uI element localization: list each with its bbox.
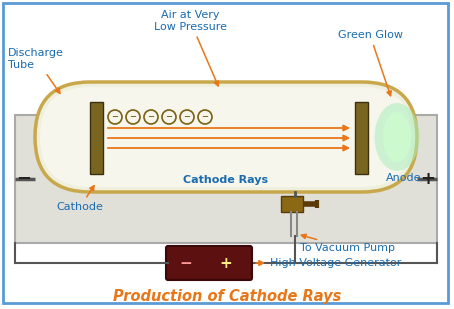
Text: −: − [180,256,192,270]
Text: Anode: Anode [386,173,421,183]
Bar [90,102,103,174]
Text: Production of Cathode Rays: Production of Cathode Rays [113,290,341,304]
Text: High Voltage Generator: High Voltage Generator [270,258,401,268]
Text: Cathode: Cathode [57,186,104,212]
Text: −: − [148,112,154,121]
Text: −: − [202,112,208,121]
Text: Cathode Rays: Cathode Rays [183,175,268,185]
FancyBboxPatch shape [166,246,252,280]
Ellipse shape [375,103,419,171]
Text: −: − [166,112,173,121]
FancyBboxPatch shape [35,82,417,192]
Text: +: + [420,170,435,188]
Text: Air at Very
Low Pressure: Air at Very Low Pressure [153,10,227,86]
Text: To Vacuum Pump: To Vacuum Pump [300,234,395,253]
Bar [281,196,303,212]
Text: −: − [16,170,32,188]
Text: −: − [112,112,118,121]
Bar [15,115,437,243]
Text: +: + [220,256,232,270]
Text: −: − [129,112,137,121]
Text: −: − [183,112,191,121]
Bar [355,102,368,174]
Ellipse shape [383,112,411,162]
Text: Green Glow: Green Glow [337,30,403,96]
Text: Discharge
Tube: Discharge Tube [8,48,64,93]
FancyBboxPatch shape [40,87,412,187]
